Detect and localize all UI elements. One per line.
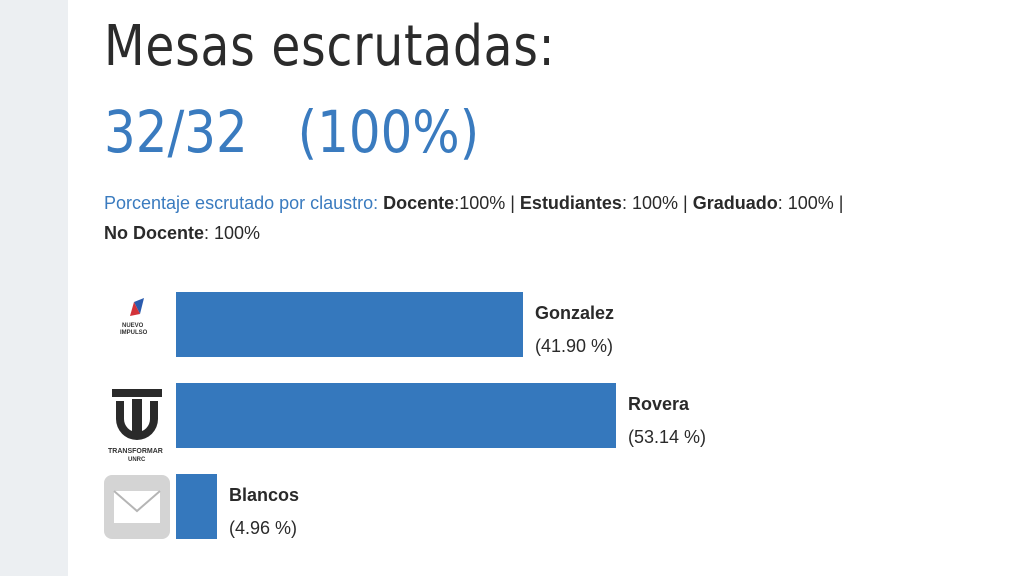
bar-value-rovera: (53.14 %)	[628, 427, 707, 447]
claustro-estudiantes-value: : 100%	[621, 193, 678, 213]
blank-ballot-logo	[104, 475, 170, 539]
results-panel	[68, 0, 1024, 576]
claustro-separator: |	[678, 193, 693, 213]
bar-label-blancos: Blancos	[229, 485, 300, 505]
tables-count: 32/32	[104, 98, 248, 166]
claustro-estudiantes-label: Estudiantes	[519, 193, 622, 213]
transformar-logo: TRANSFORMAR UNRC	[104, 383, 170, 463]
page-title: Mesas escrutadas:	[104, 14, 556, 79]
claustro-lead: Porcentaje escrutado por claustro:	[104, 193, 379, 213]
envelope-icon	[104, 475, 170, 539]
tables-progress: 32/32 (100%)	[104, 98, 479, 166]
claustro-summary: Porcentaje escrutado por claustro: Docen…	[104, 188, 984, 248]
bar-value-blancos: (4.96 %)	[229, 518, 298, 538]
nuevo-impulso-logo-text-bottom: IMPULSO	[120, 330, 148, 336]
bar-label-gonzalez: Gonzalez	[535, 303, 615, 323]
transformar-logo-text-top: TRANSFORMAR	[108, 448, 163, 455]
tables-percent: (100%)	[297, 98, 480, 166]
bar-gonzalez	[176, 292, 523, 357]
bar-value-gonzalez: (41.90 %)	[535, 336, 614, 356]
claustro-nodocente-value: : 100%	[204, 223, 261, 243]
claustro-separator: |	[505, 193, 520, 213]
claustro-docente-label: Docente	[383, 193, 455, 213]
nuevo-impulso-logo-text-top: NUEVO	[122, 323, 144, 329]
claustro-nodocente-label: No Docente	[104, 223, 205, 243]
claustro-graduado-label: Graduado	[692, 193, 778, 213]
bar-rovera	[176, 383, 616, 448]
bar-blancos	[176, 474, 217, 539]
transformar-logo-text-bottom: UNRC	[128, 457, 146, 463]
nuevo-impulso-logo: NUEVO IMPULSO	[104, 292, 170, 356]
claustro-graduado-value: : 100%	[777, 193, 834, 213]
bar-label-rovera: Rovera	[628, 394, 690, 414]
claustro-docente-value: :100%	[454, 193, 506, 213]
nuevo-impulso-logo-mark	[130, 298, 144, 316]
transformar-logo-mark	[112, 389, 162, 440]
claustro-separator: |	[833, 193, 844, 213]
